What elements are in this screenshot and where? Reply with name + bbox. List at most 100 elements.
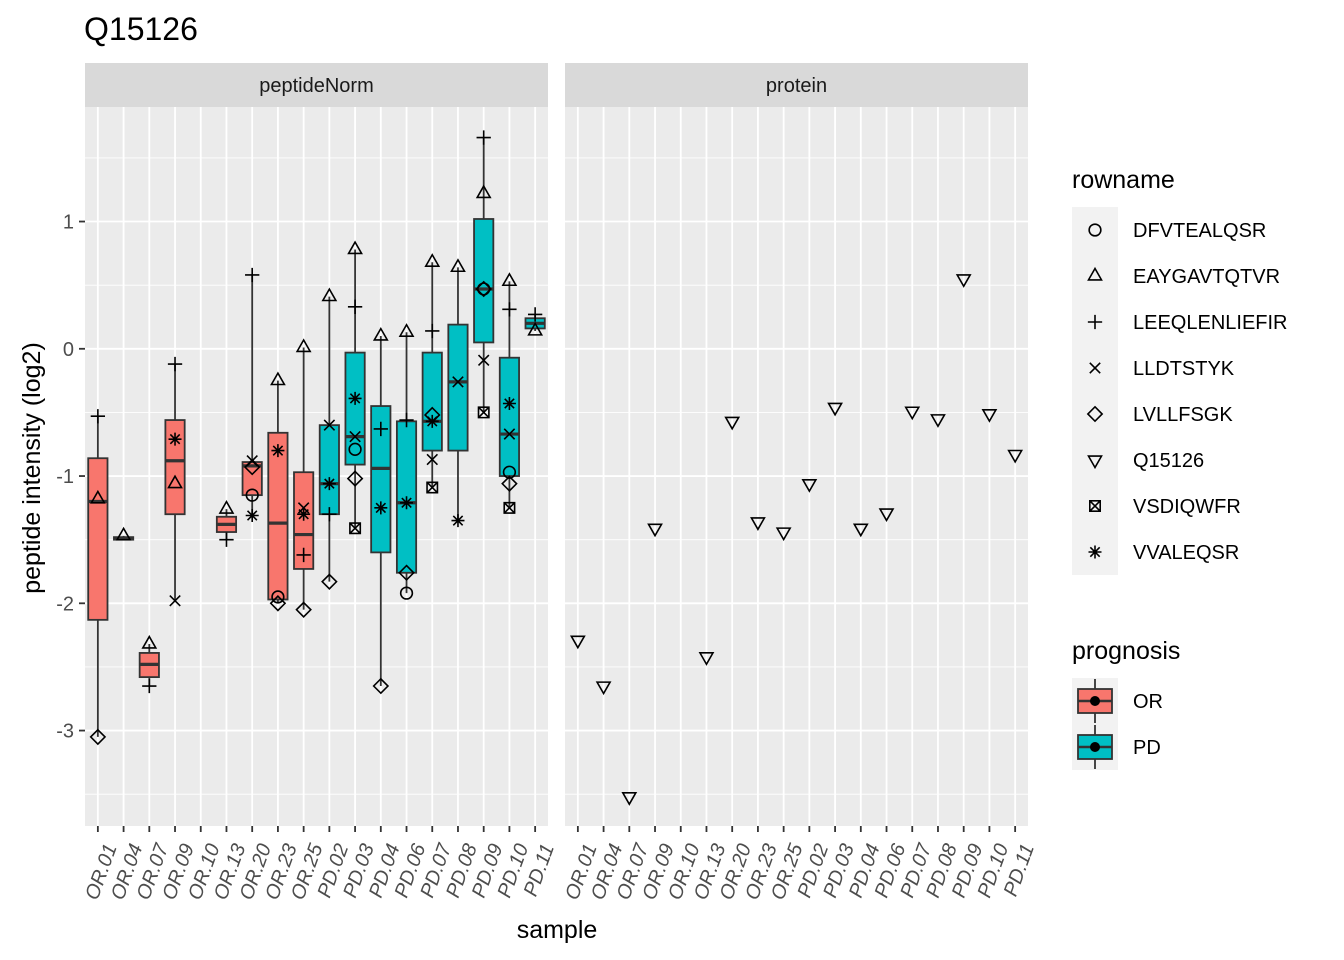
point-DFVTEALQSR-PD.09: [477, 282, 491, 296]
point-VVALEQSR-PD.07: [425, 414, 439, 428]
point-LEEQLENLIEFIR-PD.04: [373, 421, 388, 437]
legend-label: DFVTEALQSR: [1133, 220, 1266, 242]
panels: peptideNorm protein: [85, 63, 1028, 826]
box-OR.23: [267, 380, 289, 604]
point-EAYGAVTQTVR-PD.07: [424, 253, 441, 267]
point-EAYGAVTQTVR-OR.01: [89, 489, 106, 504]
point-EAYGAVTQTVR-PD.06: [398, 323, 415, 337]
point-LVLLFSGK-OR.25: [295, 601, 312, 618]
point-LEEQLENLIEFIR-PD.03: [347, 299, 363, 314]
point-LEEQLENLIEFIR-PD.10: [502, 302, 517, 317]
point-LLDTSTYK-PD.03: [349, 430, 361, 443]
y-tick-label: -2: [56, 593, 74, 615]
point-EAYGAVTQTVR-OR.07: [141, 634, 158, 649]
point-Q15126-OR.01: [569, 635, 586, 650]
point-LVLLFSGK-PD.02: [321, 573, 338, 590]
y-tick-labels: -3 -2 -1 0 1: [56, 212, 85, 743]
point-LEEQLENLIEFIR-OR.07: [142, 678, 157, 694]
point-LLDTSTYK-PD.07: [426, 453, 439, 466]
legend-rowname-title: rowname: [1072, 166, 1175, 194]
point-Q15126-OR.20: [724, 416, 741, 431]
point-LEEQLENLIEFIR-OR.09: [167, 356, 183, 372]
legend-label: LEEQLENLIEFIR: [1133, 312, 1288, 334]
point-DFVTEALQSR-PD.10: [502, 465, 517, 479]
point-DFVTEALQSR-PD.03: [348, 442, 362, 456]
y-tick-label: 0: [63, 339, 74, 361]
y-tick-label: 1: [63, 212, 74, 234]
point-LEEQLENLIEFIR-OR.25: [296, 547, 311, 563]
point-VVALEQSR-OR.23: [271, 444, 285, 458]
point-EAYGAVTQTVR-PD.03: [347, 240, 363, 255]
y-axis-title: peptide intensity (log2): [18, 342, 46, 594]
point-LEEQLENLIEFIR-PD.02: [322, 507, 337, 522]
point-EAYGAVTQTVR-PD.04: [372, 326, 389, 341]
strip-background: [85, 63, 548, 107]
point-LVLLFSGK-OR.23: [269, 595, 287, 612]
point-Q15126-PD.11: [1007, 449, 1024, 464]
point-LVLLFSGK-PD.06: [398, 564, 415, 582]
point-LVLLFSGK-PD.04: [372, 677, 390, 695]
panel-background: [85, 107, 548, 826]
legend-key-background: [1072, 207, 1118, 575]
chart-title: Q15126: [84, 11, 198, 47]
point-LVLLFSGK-PD.10: [501, 475, 518, 492]
point-LEEQLENLIEFIR-PD.06: [399, 412, 414, 428]
legend-label: VVALEQSR: [1133, 542, 1239, 564]
point-Q15126-PD.06: [878, 508, 895, 523]
point-Q15126-PD.09: [955, 274, 972, 288]
legend-key-VVALEQSR: [1088, 545, 1102, 559]
point-EAYGAVTQTVR-OR.13: [218, 500, 235, 514]
point-LEEQLENLIEFIR-OR.13: [219, 532, 234, 547]
point-EAYGAVTQTVR-OR.09: [167, 474, 183, 489]
legend-prognosis-title: prognosis: [1072, 637, 1180, 665]
point-LLDTSTYK-PD.08: [452, 376, 464, 388]
point-Q15126-PD.04: [852, 523, 869, 538]
point-VVALEQSR-PD.08: [451, 514, 465, 528]
point-EAYGAVTQTVR-PD.02: [321, 287, 338, 302]
legend-label: EAYGAVTQTVR: [1133, 266, 1280, 288]
point-Q15126-OR.09: [647, 523, 663, 538]
legend-label: PD: [1133, 737, 1161, 759]
legend-rowname: rowname DFVTEALQSR EAYGAVTQTVR LEEQLENLIEF…: [1072, 166, 1288, 575]
legend-key-LVLLFSGK: [1086, 405, 1104, 423]
panel-protein: protein: [565, 63, 1028, 826]
legend-key-dot: [1090, 742, 1100, 752]
point-Q15126-OR.13: [698, 652, 715, 666]
point-DFVTEALQSR-OR.20: [245, 488, 259, 502]
point-EAYGAVTQTVR-PD.08: [450, 258, 466, 273]
legend-label: LLDTSTYK: [1133, 358, 1235, 380]
box-body: [318, 424, 340, 516]
point-Q15126-PD.07: [904, 406, 921, 421]
box-PD.04: [370, 336, 392, 687]
point-Q15126-OR.07: [621, 792, 638, 806]
legend-label: LVLLFSGK: [1133, 404, 1233, 426]
point-Q15126-PD.02: [801, 478, 818, 493]
point-EAYGAVTQTVR-PD.09: [475, 184, 492, 199]
box-body: [87, 457, 109, 621]
legend-key-EAYGAVTQTVR: [1087, 266, 1103, 281]
box-OR.13: [215, 509, 238, 540]
point-LVLLFSGK-OR.20: [243, 458, 261, 476]
panel-background: [565, 107, 1028, 826]
point-Q15126-OR.25: [775, 527, 792, 542]
point-VSDIQWFR-PD.07: [426, 481, 439, 494]
point-LVLLFSGK-OR.01: [89, 728, 107, 746]
point-VVALEQSR-PD.04: [374, 501, 388, 515]
point-VVALEQSR-PD.10: [502, 397, 516, 411]
point-VSDIQWFR-PD.10: [503, 501, 516, 514]
point-VSDIQWFR-PD.09: [477, 406, 490, 419]
point-Q15126-OR.23: [750, 517, 766, 531]
point-LVLLFSGK-PD.03: [346, 470, 364, 487]
point-EAYGAVTQTVR-OR.25: [295, 338, 312, 353]
strip-label: peptideNorm: [259, 75, 374, 97]
point-VVALEQSR-OR.25: [297, 507, 311, 521]
point-VVALEQSR-OR.20: [245, 508, 259, 522]
strip-label: protein: [766, 75, 827, 97]
panel-peptideNorm: peptideNorm: [85, 63, 548, 826]
point-VVALEQSR-PD.03: [348, 391, 362, 405]
box-OR.07: [138, 644, 160, 687]
box-body: [447, 323, 469, 452]
point-LLDTSTYK-PD.09: [477, 354, 490, 367]
point-VSDIQWFR-PD.03: [349, 522, 362, 535]
